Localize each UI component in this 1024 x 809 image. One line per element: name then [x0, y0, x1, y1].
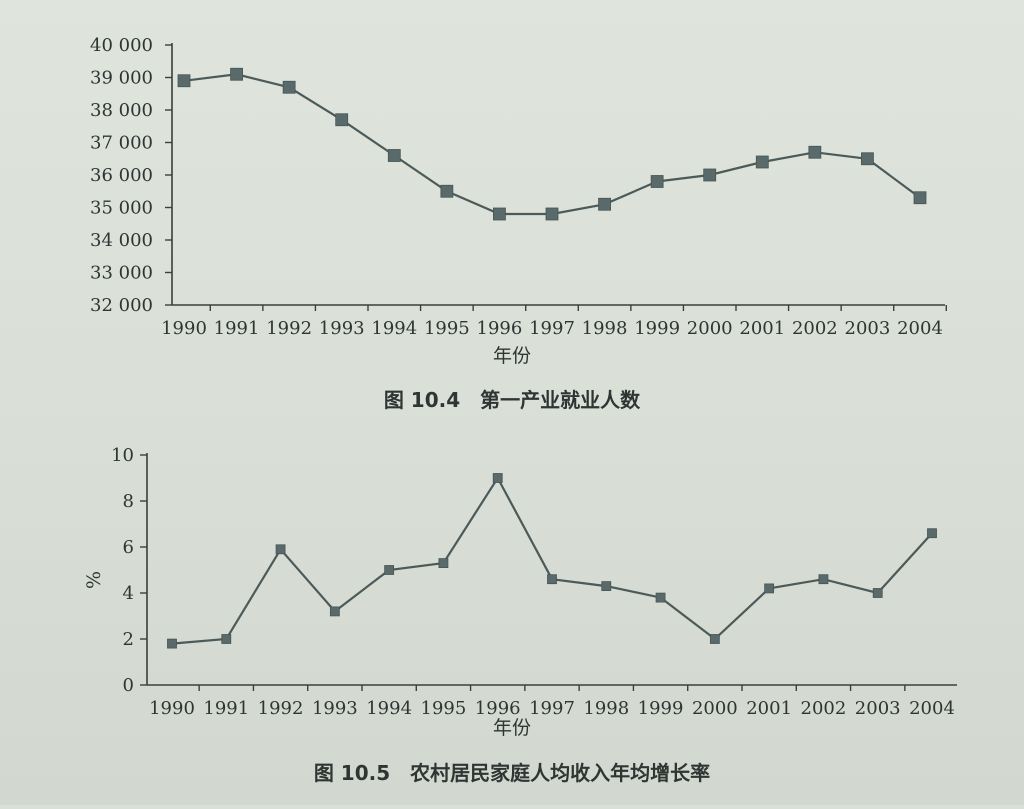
y-tick-label: 37 000 — [90, 133, 153, 154]
data-point-1996 — [493, 207, 506, 221]
x-tick-label: 1997 — [529, 698, 575, 719]
y-tick-label: 33 000 — [90, 263, 153, 284]
x-tick-label: 2001 — [739, 318, 785, 339]
data-point-1994 — [384, 565, 395, 575]
x-tick-label: 2003 — [845, 318, 891, 339]
y-tick-label: 6 — [123, 537, 134, 558]
data-point-1997 — [545, 207, 559, 221]
data-point-1991 — [221, 634, 232, 644]
data-point-1995 — [438, 558, 449, 568]
data-point-2003 — [861, 152, 874, 166]
x-tick-label: 1990 — [149, 698, 195, 719]
figure-caption: 图 10.4 第一产业就业人数 — [384, 388, 641, 412]
figure-caption: 图 10.5 农村居民家庭人均收入年均增长率 — [314, 761, 710, 785]
data-point-1991 — [230, 67, 243, 81]
x-axis-title: 年份 — [493, 717, 531, 739]
data-point-1990 — [177, 74, 191, 88]
x-tick-label: 1996 — [477, 318, 523, 339]
data-point-1995 — [440, 184, 454, 198]
data-point-2000 — [703, 168, 717, 182]
x-tick-label: 1996 — [475, 698, 521, 719]
x-tick-label: 2001 — [746, 698, 792, 719]
data-point-1997 — [547, 574, 557, 585]
data-point-1996 — [492, 473, 503, 483]
x-tick-label: 1993 — [319, 318, 365, 339]
y-tick-label: 0 — [123, 675, 134, 696]
data-point-1992 — [282, 80, 296, 94]
x-tick-label: 2000 — [692, 698, 738, 719]
data-point-2002 — [808, 145, 822, 159]
data-point-1998 — [598, 197, 611, 211]
data-point-2002 — [818, 574, 829, 585]
x-tick-label: 2002 — [801, 698, 847, 719]
x-tick-label: 1999 — [638, 698, 684, 719]
series-line — [183, 73, 921, 216]
y-tick-label: 38 000 — [90, 100, 153, 121]
x-tick-label: 2002 — [792, 318, 838, 339]
x-tick-label: 1998 — [583, 698, 629, 719]
income-growth-chart: 0 2 4 6 8 10 1990 1991 1992 1993 1994 1995 1996 1997 1… — [83, 445, 957, 785]
x-tick-label: 1991 — [203, 698, 249, 719]
data-point-2001 — [755, 155, 769, 169]
data-point-2004 — [927, 528, 937, 539]
x-tick-label: 1997 — [529, 318, 575, 339]
x-tick-label: 1998 — [582, 318, 628, 339]
y-tick-label: 35 000 — [90, 198, 153, 219]
data-point-1999 — [650, 175, 664, 188]
data-point-1993 — [329, 606, 340, 617]
x-tick-label: 2004 — [897, 318, 943, 339]
y-tick-label: 10 — [111, 445, 134, 466]
y-tick-label: 40 000 — [90, 35, 153, 56]
y-tick-label: 32 000 — [90, 295, 153, 316]
x-tick-label: 1993 — [312, 698, 358, 719]
x-tick-label: 2003 — [855, 698, 901, 719]
data-point-2000 — [709, 634, 720, 644]
employment-chart: 32 000 33 000 34 000 35 000 36 000 37 000 38 0… — [90, 35, 947, 412]
x-tick-label: 1995 — [421, 698, 467, 719]
y-tick-label: 36 000 — [90, 165, 153, 186]
x-tick-label: 2004 — [909, 698, 955, 719]
data-point-1999 — [655, 592, 666, 603]
y-tick-label: 4 — [123, 583, 134, 604]
x-tick-label: 1994 — [371, 318, 417, 339]
series-line — [171, 475, 933, 645]
x-tick-label: 1990 — [161, 318, 207, 339]
y-tick-label: 8 — [123, 491, 134, 512]
data-point-1994 — [387, 149, 401, 162]
x-tick-label: 1991 — [214, 318, 260, 339]
x-tick-label: 1999 — [634, 318, 680, 339]
data-point-1998 — [601, 581, 612, 591]
data-point-1990 — [167, 638, 177, 649]
data-point-1993 — [335, 113, 349, 127]
x-tick-label: 2000 — [687, 318, 733, 339]
y-tick-label: 34 000 — [90, 230, 153, 251]
x-tick-label: 1995 — [424, 318, 470, 339]
data-point-2001 — [764, 583, 775, 594]
x-tick-label: 1992 — [258, 698, 304, 719]
data-point-2003 — [872, 588, 883, 598]
y-tick-label: 39 000 — [90, 68, 153, 89]
data-point-2004 — [913, 191, 927, 205]
x-axis-title: 年份 — [493, 345, 531, 367]
x-tick-label: 1994 — [366, 698, 412, 719]
data-point-1992 — [275, 544, 286, 555]
y-tick-label: 2 — [123, 629, 134, 650]
y-axis-title: % — [83, 571, 105, 589]
x-tick-label: 1992 — [266, 318, 312, 339]
